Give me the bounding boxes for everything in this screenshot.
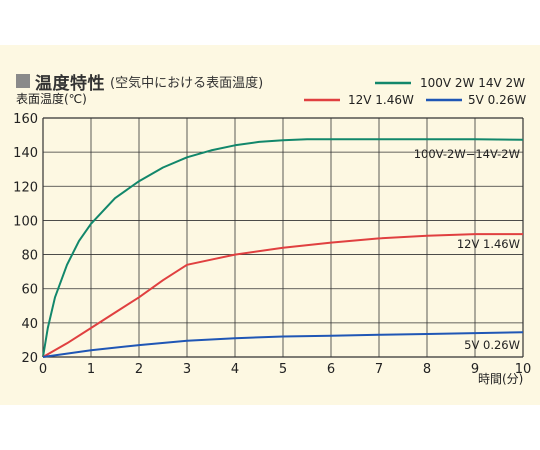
- series-line: [42, 331, 524, 358]
- x-tick-label: 8: [423, 362, 431, 377]
- x-tick-label: 0: [39, 362, 47, 377]
- y-tick-label: 120: [13, 180, 38, 195]
- curve-label: 100V-2W−14V-2W: [414, 147, 520, 161]
- x-tick-label: 10: [515, 362, 532, 377]
- x-axis-label: 時間(分): [478, 372, 523, 386]
- chart-title-block: 温度特性 (空気中における表面温度): [16, 70, 264, 94]
- x-tick-label: 3: [183, 362, 191, 377]
- title-square-icon: [16, 74, 30, 88]
- x-tick-label: 9: [471, 362, 479, 377]
- series-line: [42, 138, 524, 358]
- y-tick-label: 40: [21, 317, 38, 332]
- legend-label: 100V 2W 14V 2W: [420, 76, 525, 90]
- y-tick-label: 100: [13, 214, 38, 229]
- x-tick-label: 6: [327, 362, 335, 377]
- curve-label: 12V 1.46W: [457, 237, 520, 251]
- legend: 100V 2W 14V 2W 12V 1.46W 5V 0.26W: [304, 76, 526, 107]
- x-tick-label: 7: [375, 362, 383, 377]
- legend-label: 12V 1.46W: [348, 93, 414, 107]
- y-tick-label: 140: [13, 146, 38, 161]
- y-tick-label: 60: [21, 283, 38, 298]
- x-tick-label: 2: [135, 362, 143, 377]
- curve-labels: 100V-2W−14V-2W 12V 1.46W 5V 0.26W: [414, 147, 520, 352]
- tick-labels: 0 1 2 3 4 5 6 7 8 9 10 20 40 60 80 100 120 140 160: [13, 112, 531, 377]
- y-axis-label: 表面温度(℃): [16, 91, 87, 106]
- legend-label: 5V 0.26W: [468, 93, 526, 107]
- curve-label: 5V 0.26W: [464, 338, 520, 352]
- x-tick-label: 5: [279, 362, 287, 377]
- y-tick-label: 20: [21, 351, 38, 366]
- x-tick-label: 1: [87, 362, 95, 377]
- x-tick-label: 4: [231, 362, 239, 377]
- chart-title: 温度特性: [35, 73, 105, 94]
- series-line: [42, 233, 523, 358]
- series-lines: [42, 138, 524, 358]
- y-tick-label: 160: [13, 112, 38, 127]
- y-tick-label: 80: [21, 249, 38, 264]
- chart-subtitle: (空気中における表面温度): [110, 75, 264, 91]
